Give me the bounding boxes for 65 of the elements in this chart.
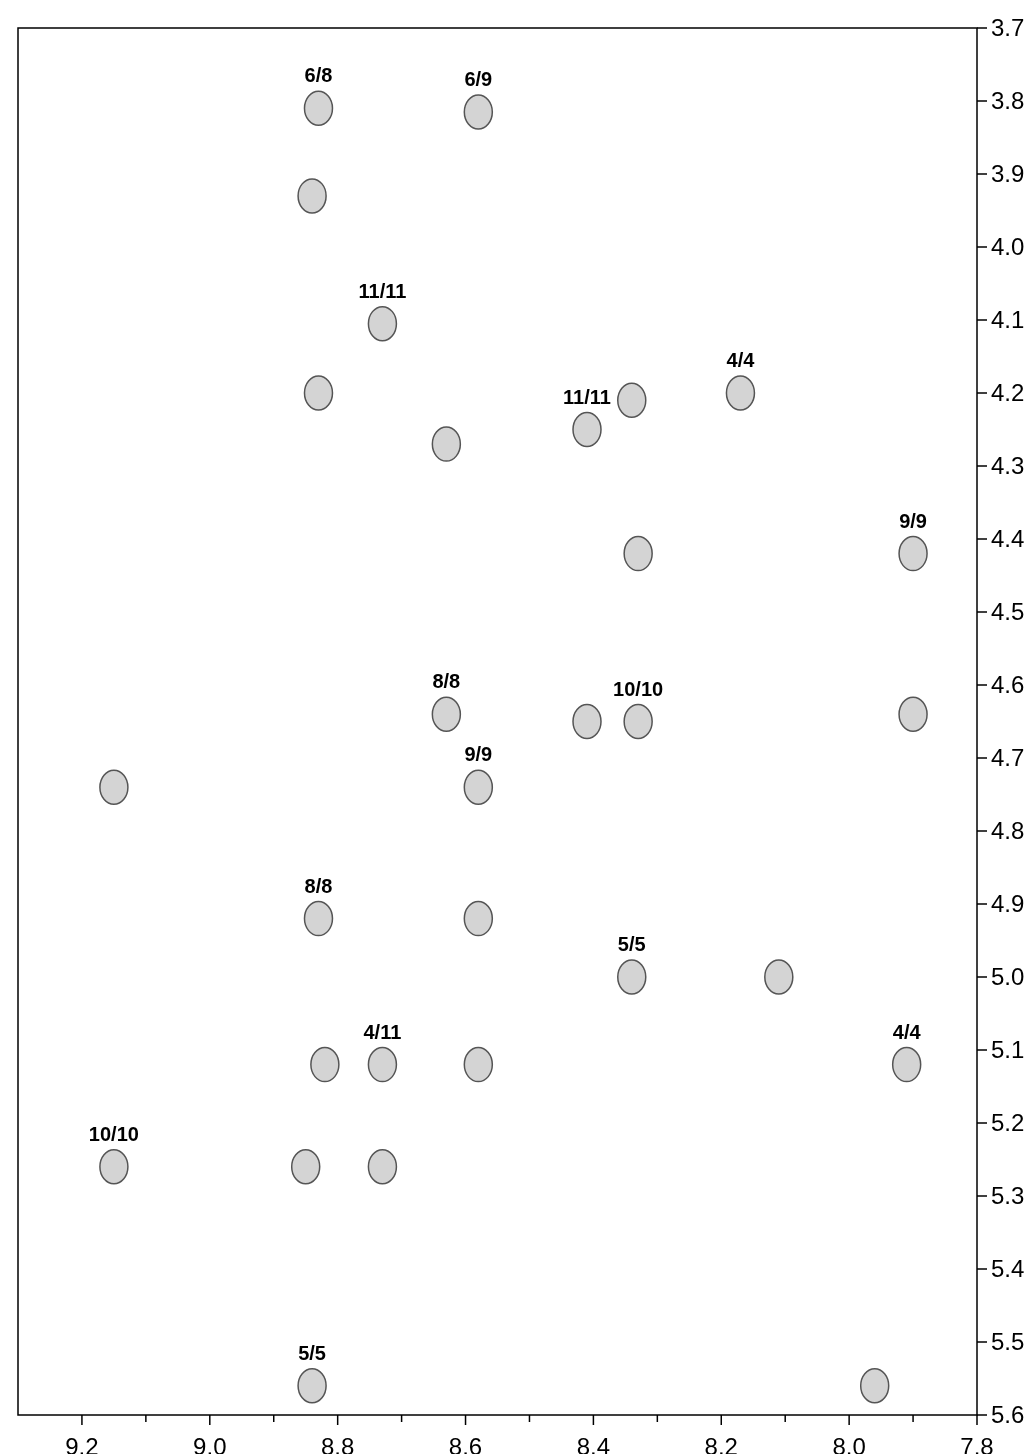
- point: [297, 1368, 327, 1404]
- y-tick-label: 4.1: [991, 306, 1025, 333]
- point: [431, 426, 462, 462]
- y-tick-label: 4.7: [991, 744, 1025, 771]
- point: [617, 959, 647, 995]
- y-tick-label: 5.0: [991, 963, 1025, 990]
- annotation: 6/8: [304, 64, 333, 87]
- point: [859, 1368, 890, 1404]
- point: [463, 900, 494, 937]
- annotation: 10/10: [613, 677, 664, 700]
- annotation: 8/8: [304, 874, 333, 897]
- point: [367, 1149, 398, 1185]
- point: [99, 769, 129, 805]
- point: [290, 1149, 321, 1185]
- point: [764, 959, 794, 995]
- point: [463, 769, 494, 805]
- point: [572, 703, 602, 740]
- y-tick-label: 4.3: [991, 452, 1025, 479]
- y-tick-label: 5.6: [991, 1401, 1025, 1428]
- y-tick-label: 4.6: [991, 671, 1025, 698]
- point: [898, 696, 928, 732]
- point: [310, 1046, 340, 1083]
- annotation: 5/5: [298, 1341, 326, 1364]
- y-tick-label: 4.4: [991, 525, 1025, 552]
- y-tick-label: 5.1: [991, 1036, 1025, 1063]
- point: [463, 1046, 494, 1083]
- y-tick-label: 4.9: [991, 890, 1025, 917]
- y-tick-label: 4.2: [991, 379, 1025, 406]
- annotation: 9/9: [464, 743, 493, 766]
- y-tick-label: 5.4: [991, 1255, 1025, 1282]
- y-tick-label: 4.5: [991, 598, 1025, 625]
- point: [367, 305, 398, 342]
- y-tick-label: 5.5: [991, 1328, 1025, 1355]
- annotation: 10/10: [88, 1122, 139, 1145]
- y-tick-label: 5.2: [991, 1109, 1025, 1136]
- annotation: 4/4: [892, 1020, 922, 1043]
- point: [297, 178, 327, 214]
- point: [725, 375, 756, 411]
- point: [367, 1046, 398, 1083]
- y-tick-label: 4.8: [991, 817, 1025, 844]
- point: [623, 535, 653, 572]
- point: [617, 382, 647, 419]
- annotation: 11/11: [358, 279, 407, 302]
- y-tick-label: 3.9: [991, 160, 1025, 187]
- annotation: 5/5: [617, 933, 646, 955]
- y-tick-label: 3.7: [991, 14, 1025, 41]
- y-tick-label: 3.8: [991, 87, 1025, 114]
- y-tick-label: 4.0: [991, 233, 1025, 260]
- annotation: 8/8: [432, 670, 461, 693]
- point: [303, 375, 334, 411]
- annotation: 4/4: [726, 349, 756, 371]
- annotation: 6/9: [464, 67, 493, 90]
- annotation: 9/9: [899, 509, 927, 532]
- point: [463, 94, 494, 130]
- y-tick-label: 5.3: [991, 1182, 1025, 1209]
- point: [623, 703, 653, 740]
- point: [898, 535, 928, 572]
- point: [303, 90, 334, 127]
- point: [891, 1046, 922, 1083]
- annotation: 4/11: [363, 1020, 402, 1043]
- point: [572, 411, 602, 448]
- point: [99, 1149, 129, 1185]
- point: [303, 900, 334, 937]
- annotation: 11/11: [563, 385, 611, 408]
- point: [431, 696, 462, 732]
